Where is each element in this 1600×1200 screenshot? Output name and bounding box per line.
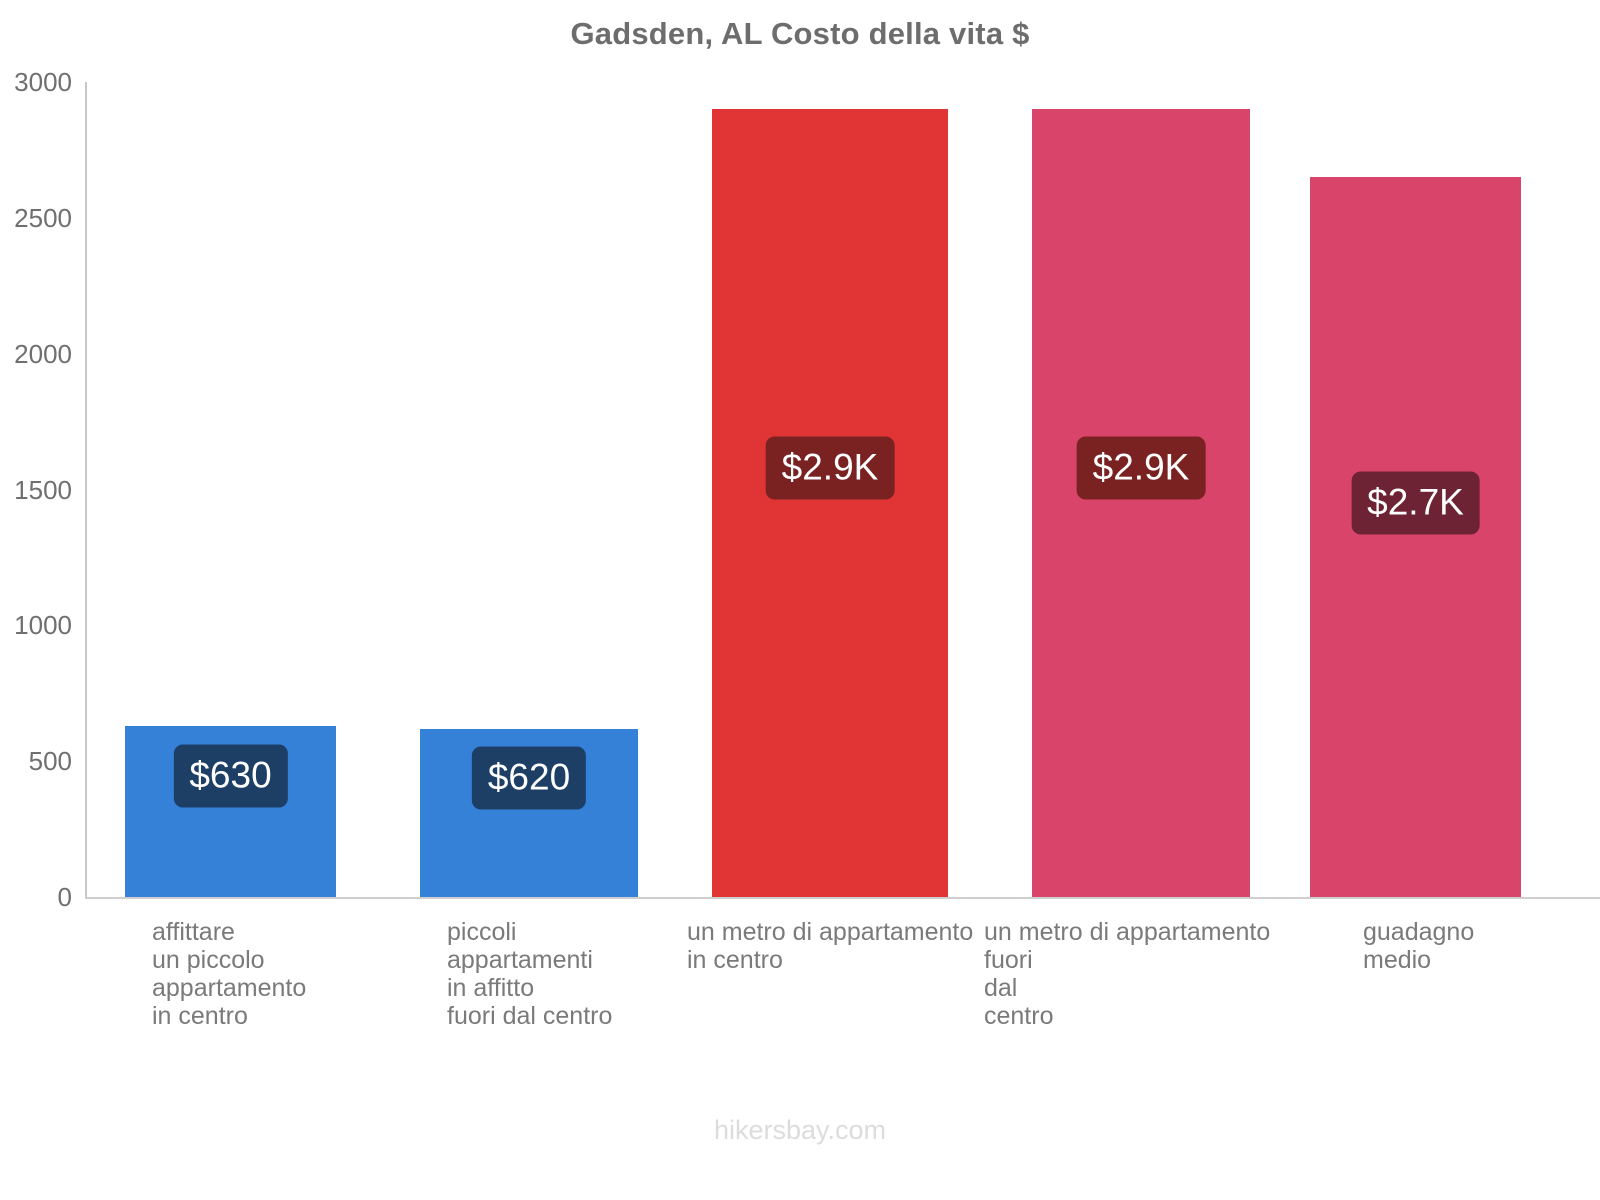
x-axis-category-label: affittare un piccolo appartamento in cen… — [152, 918, 307, 1030]
x-axis-baseline — [85, 897, 1600, 899]
bar[interactable]: $2.7K — [1310, 177, 1521, 897]
bar-value-label: $2.7K — [1351, 471, 1480, 535]
x-axis-category-label: piccoli appartamenti in affitto fuori da… — [447, 918, 613, 1030]
bar-value-label: $2.9K — [765, 436, 895, 500]
y-axis-tick-label: 1000 — [14, 610, 72, 641]
bar[interactable]: $2.9K — [1032, 109, 1250, 897]
y-axis-tick-label: 3000 — [14, 67, 72, 97]
y-axis-tick-label: 0 — [57, 882, 72, 912]
y-axis-tick-label: 2000 — [14, 338, 72, 369]
bar[interactable]: $620 — [420, 728, 638, 897]
watermark-hikersbay: hikersbay.com — [713, 1115, 887, 1145]
y-axis-tick-label: 2500 — [14, 202, 72, 233]
y-axis-tick-label: 500 — [28, 746, 72, 777]
x-axis-category-label: un metro di appartamento in centro — [687, 918, 974, 974]
x-axis-category-label: un metro di appartamento fuori dal centr… — [984, 918, 1271, 1030]
bar[interactable]: $630 — [125, 725, 336, 897]
bar-value-label: $2.9K — [1076, 436, 1206, 500]
bar-value-label: $630 — [173, 744, 288, 808]
bar[interactable]: $2.9K — [712, 109, 948, 897]
y-axis-line — [85, 82, 87, 897]
chart-title: Gadsden, AL Costo della vita $ — [570, 16, 1030, 51]
x-axis-category-label: guadagno medio — [1363, 918, 1475, 974]
bar-value-label: $620 — [471, 746, 587, 810]
y-axis-tick-label: 1500 — [14, 474, 72, 505]
